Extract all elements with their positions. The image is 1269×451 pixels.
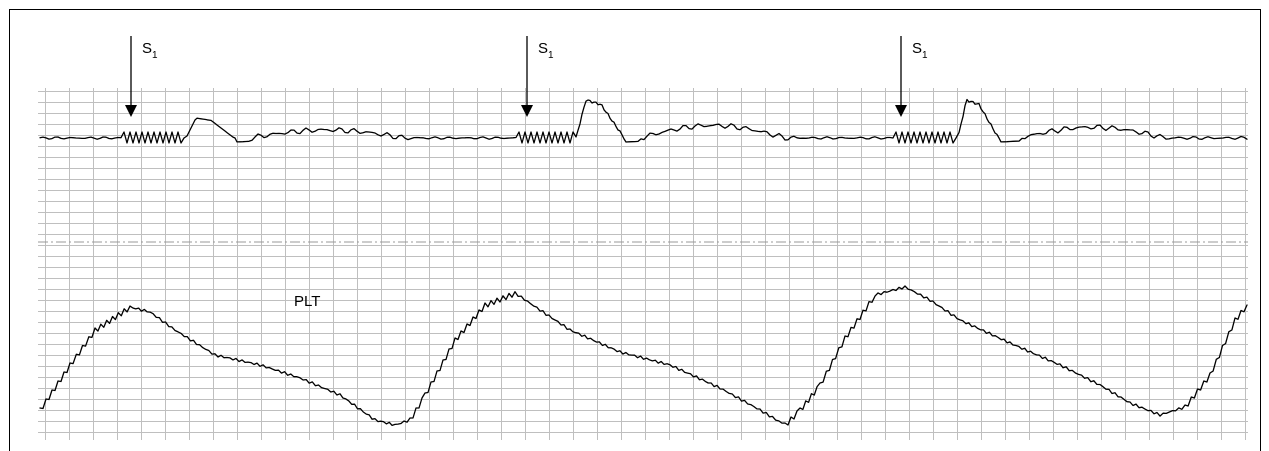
- s1-label-2: S1: [538, 40, 554, 61]
- plt-label: PLT: [294, 293, 320, 310]
- arrow-head-icon: [895, 105, 907, 117]
- s1-marker-3: S1: [895, 36, 928, 117]
- arrow-head-icon: [521, 105, 533, 117]
- grid-vertical-lines: [45, 88, 1246, 440]
- s1-label-1: S1: [142, 40, 158, 61]
- plt-trace: [39, 285, 1248, 427]
- grid-horizontal-lines: [38, 91, 1248, 433]
- upper-trace: [39, 98, 1248, 144]
- arrow-head-icon: [125, 105, 137, 117]
- s1-marker-1: S1: [125, 36, 158, 117]
- frame-border: [9, 9, 1261, 451]
- s1-label-3: S1: [912, 40, 928, 61]
- s1-marker-2: S1: [521, 36, 554, 117]
